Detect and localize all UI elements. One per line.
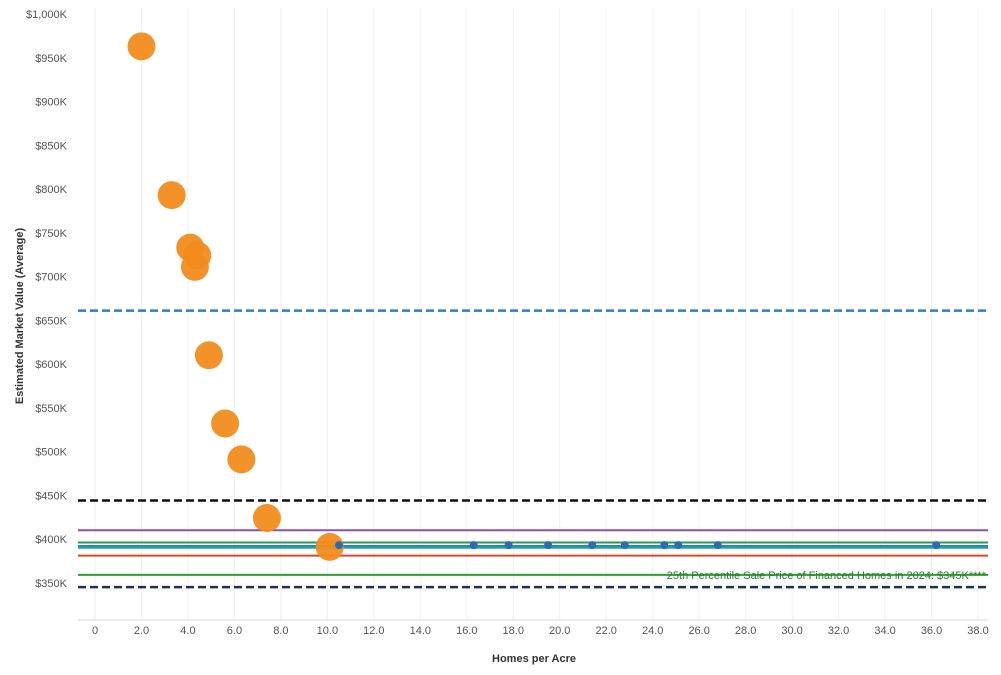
scatter-point-small bbox=[713, 541, 722, 550]
reference-lines: 25th Percentile Sale Price of Financed H… bbox=[78, 309, 988, 589]
x-tick-label: 2.0 bbox=[134, 625, 149, 637]
scatter-point-large bbox=[194, 341, 223, 370]
scatter-point-small bbox=[932, 541, 941, 550]
scatter-point-large bbox=[127, 32, 156, 61]
scatter-point-small bbox=[588, 541, 597, 550]
data-points bbox=[127, 32, 941, 561]
x-tick-label: 30.0 bbox=[781, 625, 802, 637]
reference-line-label: 25th Percentile Sale Price of Financed H… bbox=[667, 570, 987, 582]
scatter-point-large bbox=[315, 532, 344, 561]
scatter-point-small bbox=[504, 541, 513, 550]
scatter-point-small bbox=[660, 541, 669, 550]
x-tick-label: 22.0 bbox=[595, 625, 616, 637]
x-tick-label: 32.0 bbox=[828, 625, 849, 637]
scatter-point-small bbox=[620, 541, 629, 550]
scatter-point-small bbox=[544, 541, 553, 550]
y-tick-label: $600K bbox=[35, 359, 67, 371]
y-tick-label: $850K bbox=[35, 140, 67, 152]
y-tick-label: $900K bbox=[35, 97, 67, 109]
x-tick-label: 34.0 bbox=[874, 625, 895, 637]
y-tick-label: $550K bbox=[35, 403, 67, 415]
x-tick-label: 38.0 bbox=[967, 625, 988, 637]
x-tick-label: 10.0 bbox=[317, 625, 338, 637]
grid bbox=[94, 8, 979, 620]
x-tick-label: 24.0 bbox=[642, 625, 663, 637]
x-tick-label: 8.0 bbox=[273, 625, 288, 637]
x-tick-label: 14.0 bbox=[410, 625, 431, 637]
y-tick-label: $800K bbox=[35, 184, 67, 196]
y-tick-label: $450K bbox=[35, 490, 67, 502]
x-tick-label: 12.0 bbox=[363, 625, 384, 637]
y-tick-label: $950K bbox=[35, 53, 67, 65]
x-tick-label: 16.0 bbox=[456, 625, 477, 637]
scatter-point-large bbox=[211, 409, 240, 438]
y-tick-label: $1,000K bbox=[26, 9, 68, 21]
scatter-point-large bbox=[227, 445, 256, 474]
y-tick-label: $750K bbox=[35, 228, 67, 240]
x-tick-label: 4.0 bbox=[180, 625, 195, 637]
x-tick-labels: 0 2.0 4.0 6.0 8.0 10.0 12.0 14.0 16.0 18.0 20.0 22.… bbox=[92, 625, 989, 637]
x-tick-label: 6.0 bbox=[227, 625, 242, 637]
x-tick-label: 26.0 bbox=[688, 625, 709, 637]
y-axis-title: Estimated Market Value (Average) bbox=[14, 228, 26, 405]
x-tick-label: 20.0 bbox=[549, 625, 570, 637]
x-axis-title: Homes per Acre bbox=[492, 653, 576, 665]
x-tick-label: 18.0 bbox=[503, 625, 524, 637]
y-tick-labels: $350K $400K $450K $500K $550K $600K $650K $700K… bbox=[26, 9, 68, 590]
x-tick-label: 0 bbox=[92, 625, 98, 637]
y-tick-label: $350K bbox=[35, 578, 67, 590]
scatter-point-small bbox=[469, 541, 478, 550]
scatter-point-large bbox=[252, 504, 281, 532]
scatter-point-large bbox=[180, 252, 209, 281]
y-tick-label: $650K bbox=[35, 315, 67, 327]
y-tick-label: $400K bbox=[35, 534, 67, 546]
scatter-point-small bbox=[674, 541, 683, 550]
scatter-point-large bbox=[157, 181, 186, 210]
x-tick-label: 28.0 bbox=[735, 625, 756, 637]
scatter-point-small bbox=[334, 541, 343, 550]
y-tick-label: $700K bbox=[35, 272, 67, 284]
y-tick-label: $500K bbox=[35, 447, 67, 459]
x-tick-label: 36.0 bbox=[921, 625, 942, 637]
